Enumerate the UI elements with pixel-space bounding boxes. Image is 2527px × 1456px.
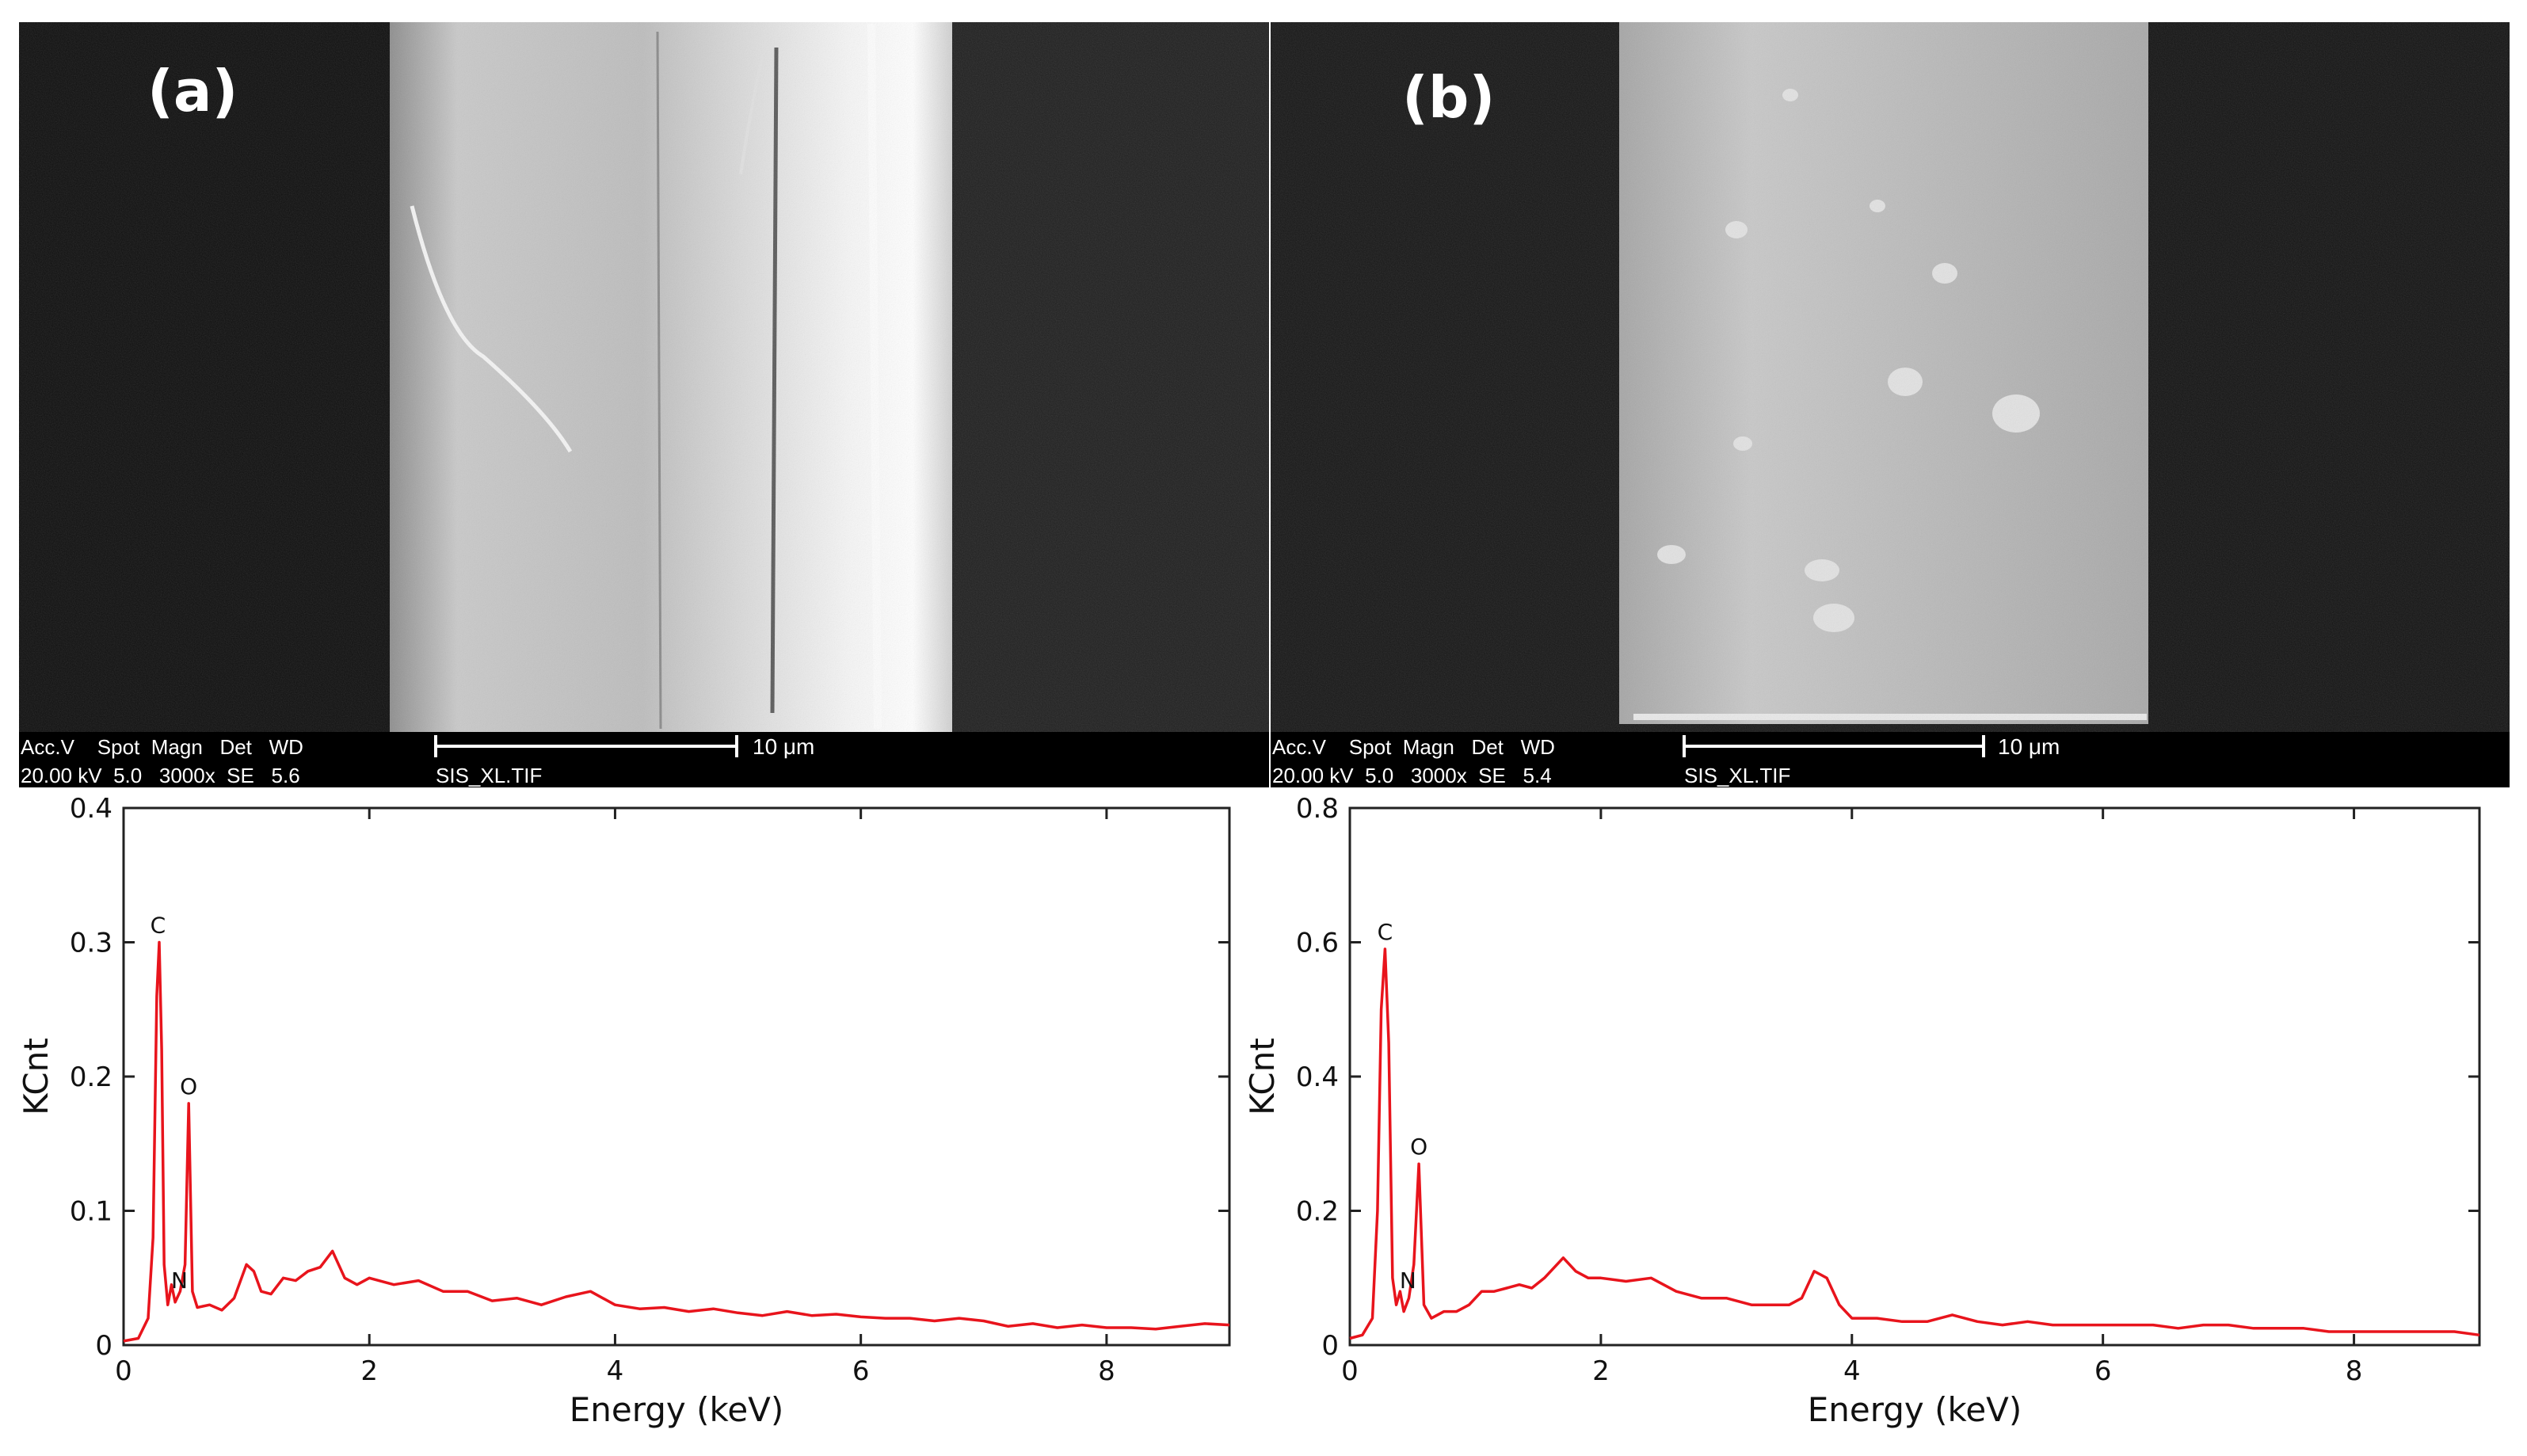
y-axis-label: KCnt bbox=[1243, 1038, 1282, 1115]
y-tick-label: 0.6 bbox=[1296, 928, 1339, 959]
sem-header-line-a: Acc.V Spot Magn Det WD bbox=[21, 735, 303, 759]
y-tick-label: 0.4 bbox=[70, 793, 112, 825]
panel-label-b: (b) bbox=[1402, 64, 1495, 131]
sem-info-bar-b bbox=[1271, 732, 2510, 787]
sem-grain-b bbox=[1271, 22, 2510, 732]
peak-label-c: C bbox=[151, 913, 166, 939]
y-tick-label: 0 bbox=[1321, 1330, 1339, 1362]
scale-bar-b bbox=[1683, 735, 1985, 757]
panel-label-a: (a) bbox=[147, 58, 238, 124]
x-tick-label: 0 bbox=[115, 1355, 132, 1387]
sem-value-line-a: 20.00 kV 5.0 3000x SE 5.6 bbox=[21, 764, 300, 787]
sem-file-name-b: SIS_XL.TIF bbox=[1684, 764, 1790, 787]
eds-chart-b: 0 2 4 6 8 0 0.2 0.4 0.6 0.8 C N O Energy (keV) KCnt bbox=[1243, 793, 2481, 1429]
y-axis-label: KCnt bbox=[17, 1038, 55, 1115]
y-tick-label: 0.1 bbox=[70, 1196, 112, 1228]
x-tick-label: 2 bbox=[1592, 1355, 1610, 1387]
sem-value-line-b: 20.00 kV 5.0 3000x SE 5.4 bbox=[1272, 764, 1552, 787]
scale-bar-a bbox=[434, 735, 738, 757]
sem-header-line-b: Acc.V Spot Magn Det WD bbox=[1272, 735, 1555, 759]
x-tick-label: 8 bbox=[1098, 1355, 1115, 1387]
y-tick-label: 0.3 bbox=[70, 928, 112, 959]
x-tick-label: 4 bbox=[1843, 1355, 1861, 1387]
peak-label-n: N bbox=[171, 1267, 188, 1294]
y-tick-label: 0.8 bbox=[1296, 793, 1339, 825]
y-tick-label: 0.2 bbox=[1296, 1196, 1339, 1228]
x-tick-label: 6 bbox=[852, 1355, 870, 1387]
sem-info-bar-a bbox=[19, 732, 1269, 787]
sem-grain-a bbox=[19, 22, 1269, 732]
x-tick-label: 8 bbox=[2346, 1355, 2363, 1387]
scale-bar-label-a: 10 μm bbox=[753, 734, 814, 759]
sem-image-a: Acc.V Spot Magn Det WD 20.00 kV 5.0 3000… bbox=[19, 22, 1269, 787]
y-tick-label: 0 bbox=[95, 1330, 112, 1362]
x-tick-label: 4 bbox=[607, 1355, 624, 1387]
x-tick-label: 2 bbox=[360, 1355, 378, 1387]
spectrum-line bbox=[123, 940, 1230, 1343]
x-axis-label: Energy (keV) bbox=[1808, 1390, 2022, 1429]
y-tick-label: 0.4 bbox=[1296, 1062, 1339, 1093]
peak-label-o: O bbox=[1410, 1134, 1427, 1160]
eds-chart-a: 0 2 4 6 8 0 0.1 0.2 0.3 0.4 C N O Energy (keV) KCnt bbox=[17, 793, 1231, 1429]
x-tick-label: 6 bbox=[2094, 1355, 2112, 1387]
sem-file-name-a: SIS_XL.TIF bbox=[436, 764, 542, 787]
plot-frame bbox=[1348, 806, 2481, 1347]
x-axis-label: Energy (keV) bbox=[570, 1390, 784, 1429]
y-tick-label: 0.2 bbox=[70, 1062, 112, 1093]
peak-label-o: O bbox=[180, 1073, 197, 1100]
peak-label-c: C bbox=[1378, 919, 1393, 945]
x-tick-label: 0 bbox=[1341, 1355, 1359, 1387]
sem-image-b: Acc.V Spot Magn Det WD 20.00 kV 5.0 3000… bbox=[1271, 22, 2510, 787]
peak-label-n: N bbox=[1400, 1267, 1416, 1294]
scale-bar-label-b: 10 μm bbox=[1998, 734, 2060, 759]
plot-frame bbox=[122, 806, 1231, 1347]
spectrum-line bbox=[1349, 947, 2480, 1340]
